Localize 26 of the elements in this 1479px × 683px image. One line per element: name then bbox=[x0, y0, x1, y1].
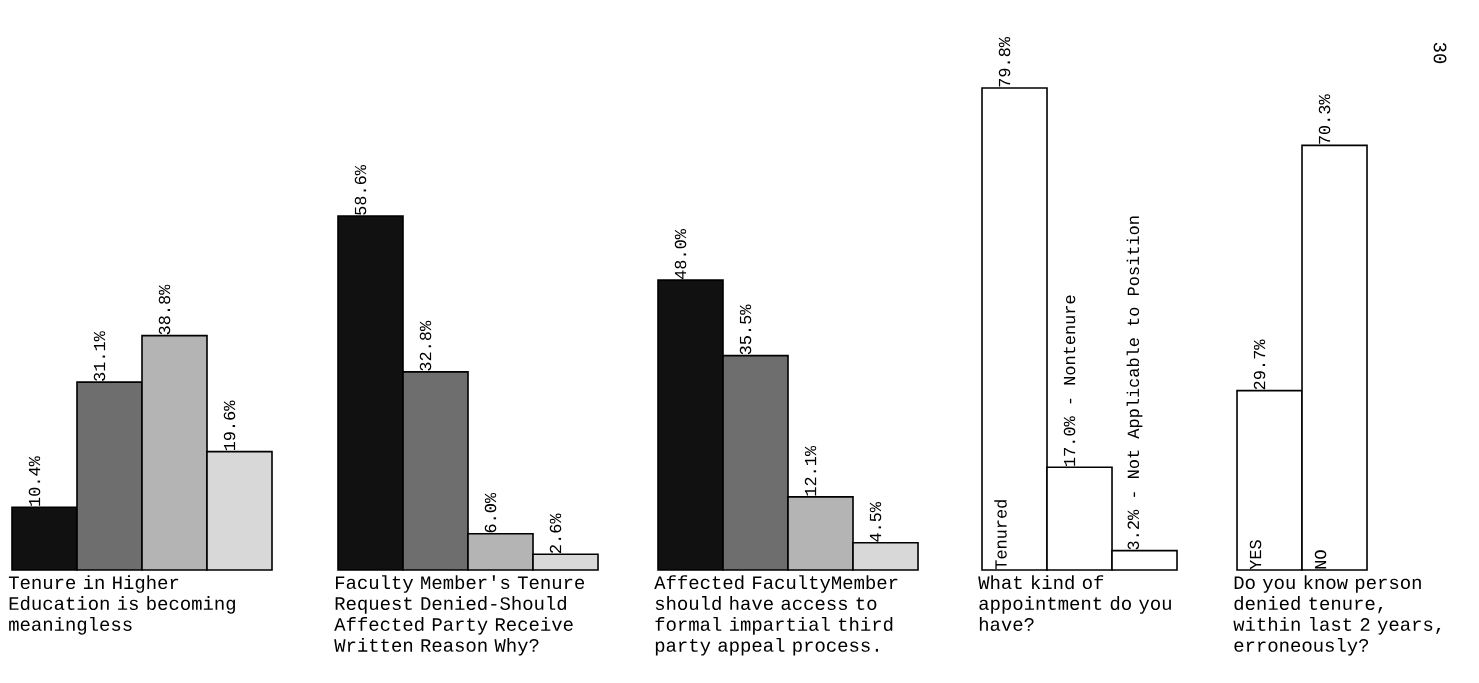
x-axis-title: What kind of appointment do you have? bbox=[978, 575, 1171, 631]
x-axis-title: Do you know person denied tenure, within last 2 years, erroneously? bbox=[1233, 575, 1441, 656]
data-label: 38.8% bbox=[158, 284, 171, 335]
data-label: 17.0% - Nontenure bbox=[1063, 295, 1076, 466]
data-label: 12.1% bbox=[804, 445, 817, 496]
x-tick-label: Tenured bbox=[994, 500, 1007, 570]
x-axis-title: Faculty Member's Tenure Request Denied-Should Affected Party Receive Written Reason Why? bbox=[334, 575, 585, 656]
x-tick-label: YES bbox=[1249, 540, 1262, 570]
data-label: 29.7% bbox=[1253, 339, 1266, 390]
data-label: 4.5% bbox=[869, 501, 882, 542]
data-label: 19.6% bbox=[223, 400, 236, 451]
data-label: 6.0% bbox=[484, 492, 497, 533]
data-label: 2.6% bbox=[549, 513, 562, 553]
data-label: 32.8% bbox=[419, 320, 432, 371]
data-label: 10.4% bbox=[28, 456, 41, 506]
data-label: 3.2% - Not Applicable to Position bbox=[1126, 216, 1143, 550]
data-label: 79.8% bbox=[998, 36, 1011, 87]
text: 30 bbox=[1433, 42, 1447, 64]
data-label: 58.6% bbox=[354, 165, 367, 215]
x-axis-title: Tenure in Higher Education is becoming meaningless bbox=[8, 575, 235, 635]
x-tick-label: NO bbox=[1314, 550, 1327, 569]
data-label: 31.1% bbox=[93, 331, 106, 381]
x-axis-title: Affected FacultyMember should have access to formal impartial third party appeal process. bbox=[654, 575, 898, 656]
data-label: 48.0% bbox=[674, 229, 687, 280]
data-label: 35.5% bbox=[739, 304, 752, 355]
data-label: 70.3% bbox=[1318, 94, 1331, 144]
